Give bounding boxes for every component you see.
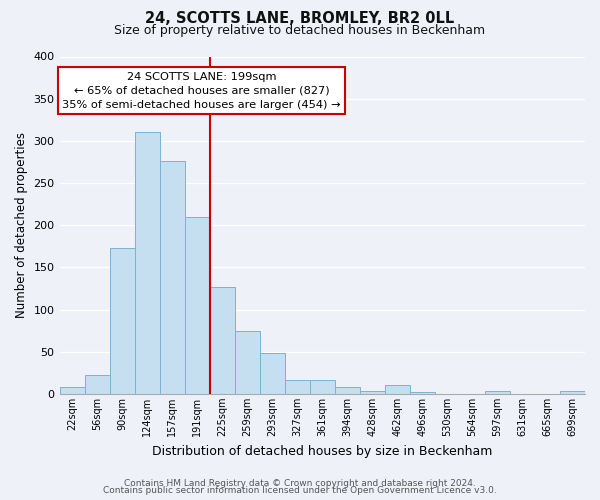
Bar — [385, 386, 410, 394]
Bar — [209, 287, 235, 394]
Bar — [410, 392, 435, 394]
Bar — [335, 387, 360, 394]
Bar — [560, 392, 585, 394]
Bar — [485, 392, 510, 394]
Bar — [160, 161, 185, 394]
Bar — [134, 132, 160, 394]
Bar — [59, 387, 85, 394]
Bar — [260, 354, 285, 394]
Bar — [110, 248, 134, 394]
Text: Contains public sector information licensed under the Open Government Licence v3: Contains public sector information licen… — [103, 486, 497, 495]
Bar — [185, 217, 209, 394]
Bar — [85, 376, 110, 394]
Bar — [235, 330, 260, 394]
Bar — [360, 392, 385, 394]
Bar — [285, 380, 310, 394]
Text: 24 SCOTTS LANE: 199sqm
← 65% of detached houses are smaller (827)
35% of semi-de: 24 SCOTTS LANE: 199sqm ← 65% of detached… — [62, 72, 341, 110]
Text: 24, SCOTTS LANE, BROMLEY, BR2 0LL: 24, SCOTTS LANE, BROMLEY, BR2 0LL — [145, 11, 455, 26]
Bar — [310, 380, 335, 394]
X-axis label: Distribution of detached houses by size in Beckenham: Distribution of detached houses by size … — [152, 444, 493, 458]
Text: Contains HM Land Registry data © Crown copyright and database right 2024.: Contains HM Land Registry data © Crown c… — [124, 478, 476, 488]
Y-axis label: Number of detached properties: Number of detached properties — [15, 132, 28, 318]
Text: Size of property relative to detached houses in Beckenham: Size of property relative to detached ho… — [115, 24, 485, 37]
